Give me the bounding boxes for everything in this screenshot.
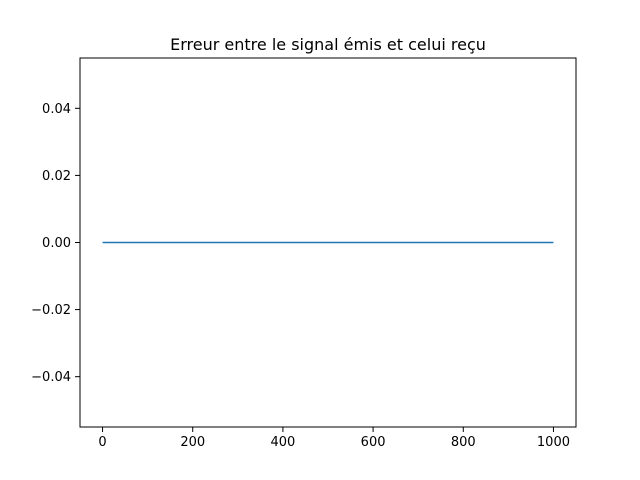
plot-frame [79, 57, 577, 428]
x-tick-label: 1000 [537, 435, 570, 450]
x-tick-label: 200 [180, 435, 205, 450]
y-tick-label: 0.02 [42, 169, 71, 184]
x-tick-label: 600 [361, 435, 386, 450]
chart-title: Erreur entre le signal émis et celui reç… [170, 35, 486, 54]
x-axis: 0 200 400 600 800 1000 [98, 427, 570, 450]
y-tick-label: 0.00 [42, 236, 71, 251]
x-tick-label: 800 [451, 435, 476, 450]
y-tick-label: −0.04 [31, 370, 71, 385]
x-tick-label: 0 [98, 435, 106, 450]
y-axis: −0.04 −0.02 0.00 0.02 0.04 [31, 102, 80, 385]
y-tick-label: −0.02 [31, 303, 71, 318]
x-tick-label: 400 [270, 435, 295, 450]
y-tick-label: 0.04 [42, 102, 71, 117]
